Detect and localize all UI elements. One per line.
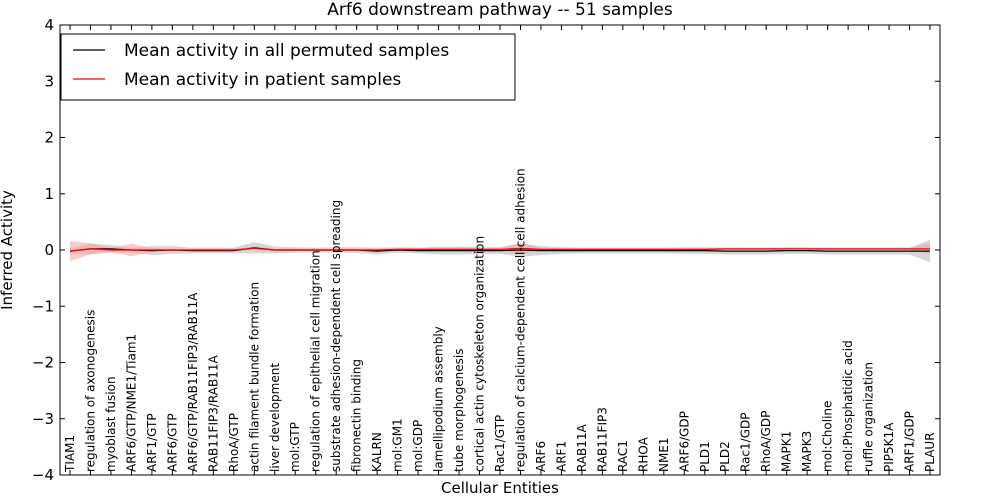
y-tick-label: −3	[32, 410, 54, 428]
legend-box	[60, 33, 516, 101]
plot-area: −4 −3 −2 −1 0 1 2 3 4 TIAM1 regulation of axonogen…	[32, 16, 941, 484]
x-tick-label: mol:GTP	[288, 422, 302, 472]
x-tick-label: ARF1/GDP	[903, 411, 917, 472]
x-tick-label: PIP5K1A	[882, 422, 896, 472]
y-tick-label: −2	[32, 354, 54, 372]
x-tick-label: cortical actin cytoskeleton organization	[473, 236, 487, 472]
x-tick-label: ARF6/GTP/RAB11FIP3/RAB11A	[186, 292, 200, 472]
x-tick-label: RAB11FIP3/RAB11A	[206, 355, 220, 472]
x-tick-label: regulation of axonogenesis	[84, 310, 98, 472]
x-tick-label: substrate adhesion-dependent cell spread…	[329, 200, 343, 472]
x-tick-label: regulation of epithelial cell migration	[309, 250, 323, 472]
x-tick-label: RAB11FIP3	[595, 407, 609, 472]
x-tick-label: ARF6	[534, 441, 548, 472]
x-tick-label: NME1	[657, 437, 671, 472]
x-tick-label: Rac1/GTP	[493, 415, 507, 472]
x-tick-label: ruffle organization	[862, 362, 876, 472]
x-tick-label: PLAUR	[923, 432, 937, 472]
x-tick-label: MAPK3	[800, 431, 814, 472]
x-tick-label: lamellipodium assembly	[432, 326, 446, 472]
x-tick-label: actin filament bundle formation	[247, 282, 261, 472]
y-tick-label: −4	[32, 466, 54, 484]
x-tick-label: RAC1	[616, 440, 630, 472]
x-tick-label: tube morphogenesis	[452, 349, 466, 472]
x-axis-label: Cellular Entities	[441, 479, 559, 497]
x-tick-label: regulation of calcium-dependent cell-cel…	[514, 168, 528, 472]
x-tick-label: PLD2	[718, 441, 732, 472]
x-tick-label: ARF1	[554, 441, 568, 472]
series-2-line	[69, 247, 930, 252]
x-tick-label: myoblast fusion	[104, 376, 118, 472]
x-tick-label: ARF1/GTP	[145, 413, 159, 472]
legend-label-series-2: Mean activity in patient samples	[124, 70, 401, 90]
x-tick-label: KALRN	[370, 432, 384, 472]
x-tick-label: RhoA/GTP	[227, 413, 241, 472]
y-tick-label: 4	[44, 16, 54, 34]
x-tick-label: RHOA	[636, 436, 650, 472]
legend-label-series-1: Mean activity in all permuted samples	[124, 41, 449, 61]
x-tick-label: ARF6/GTP	[165, 413, 179, 472]
x-tick-label: mol:Phosphatidic acid	[841, 340, 855, 472]
x-tick-label: mol:GM1	[391, 418, 405, 472]
x-tick-label: PLD1	[698, 441, 712, 472]
chart-title: Arf6 downstream pathway -- 51 samples	[327, 0, 673, 20]
y-axis-label: Inferred Activity	[0, 190, 16, 310]
x-tick-label: Rac1/GDP	[739, 413, 753, 472]
x-tick-label: MAPK1	[780, 431, 794, 472]
x-tick-label: ARF6/GTP/NME1/Tiam1	[124, 334, 138, 472]
y-tick-label: 2	[44, 129, 54, 147]
y-tick-label: 1	[44, 185, 54, 203]
x-tick-label: mol:GDP	[411, 420, 425, 472]
x-tick-label: liver development	[268, 363, 282, 472]
y-tick-label: 0	[44, 241, 54, 259]
x-tick-label: mol:Choline	[821, 401, 835, 472]
x-tick-label: ARF6/GDP	[677, 411, 691, 472]
y-tick-label: 3	[44, 72, 54, 90]
legend: Mean activity in all permuted samples Mea…	[60, 33, 516, 101]
y-tick-label: −1	[32, 297, 54, 315]
x-tick-label: fibronectin binding	[350, 359, 364, 472]
x-tick-label: RAB11A	[575, 423, 589, 472]
x-tick-label: TIAM1	[63, 435, 77, 473]
x-tick-label: RhoA/GDP	[759, 411, 773, 472]
